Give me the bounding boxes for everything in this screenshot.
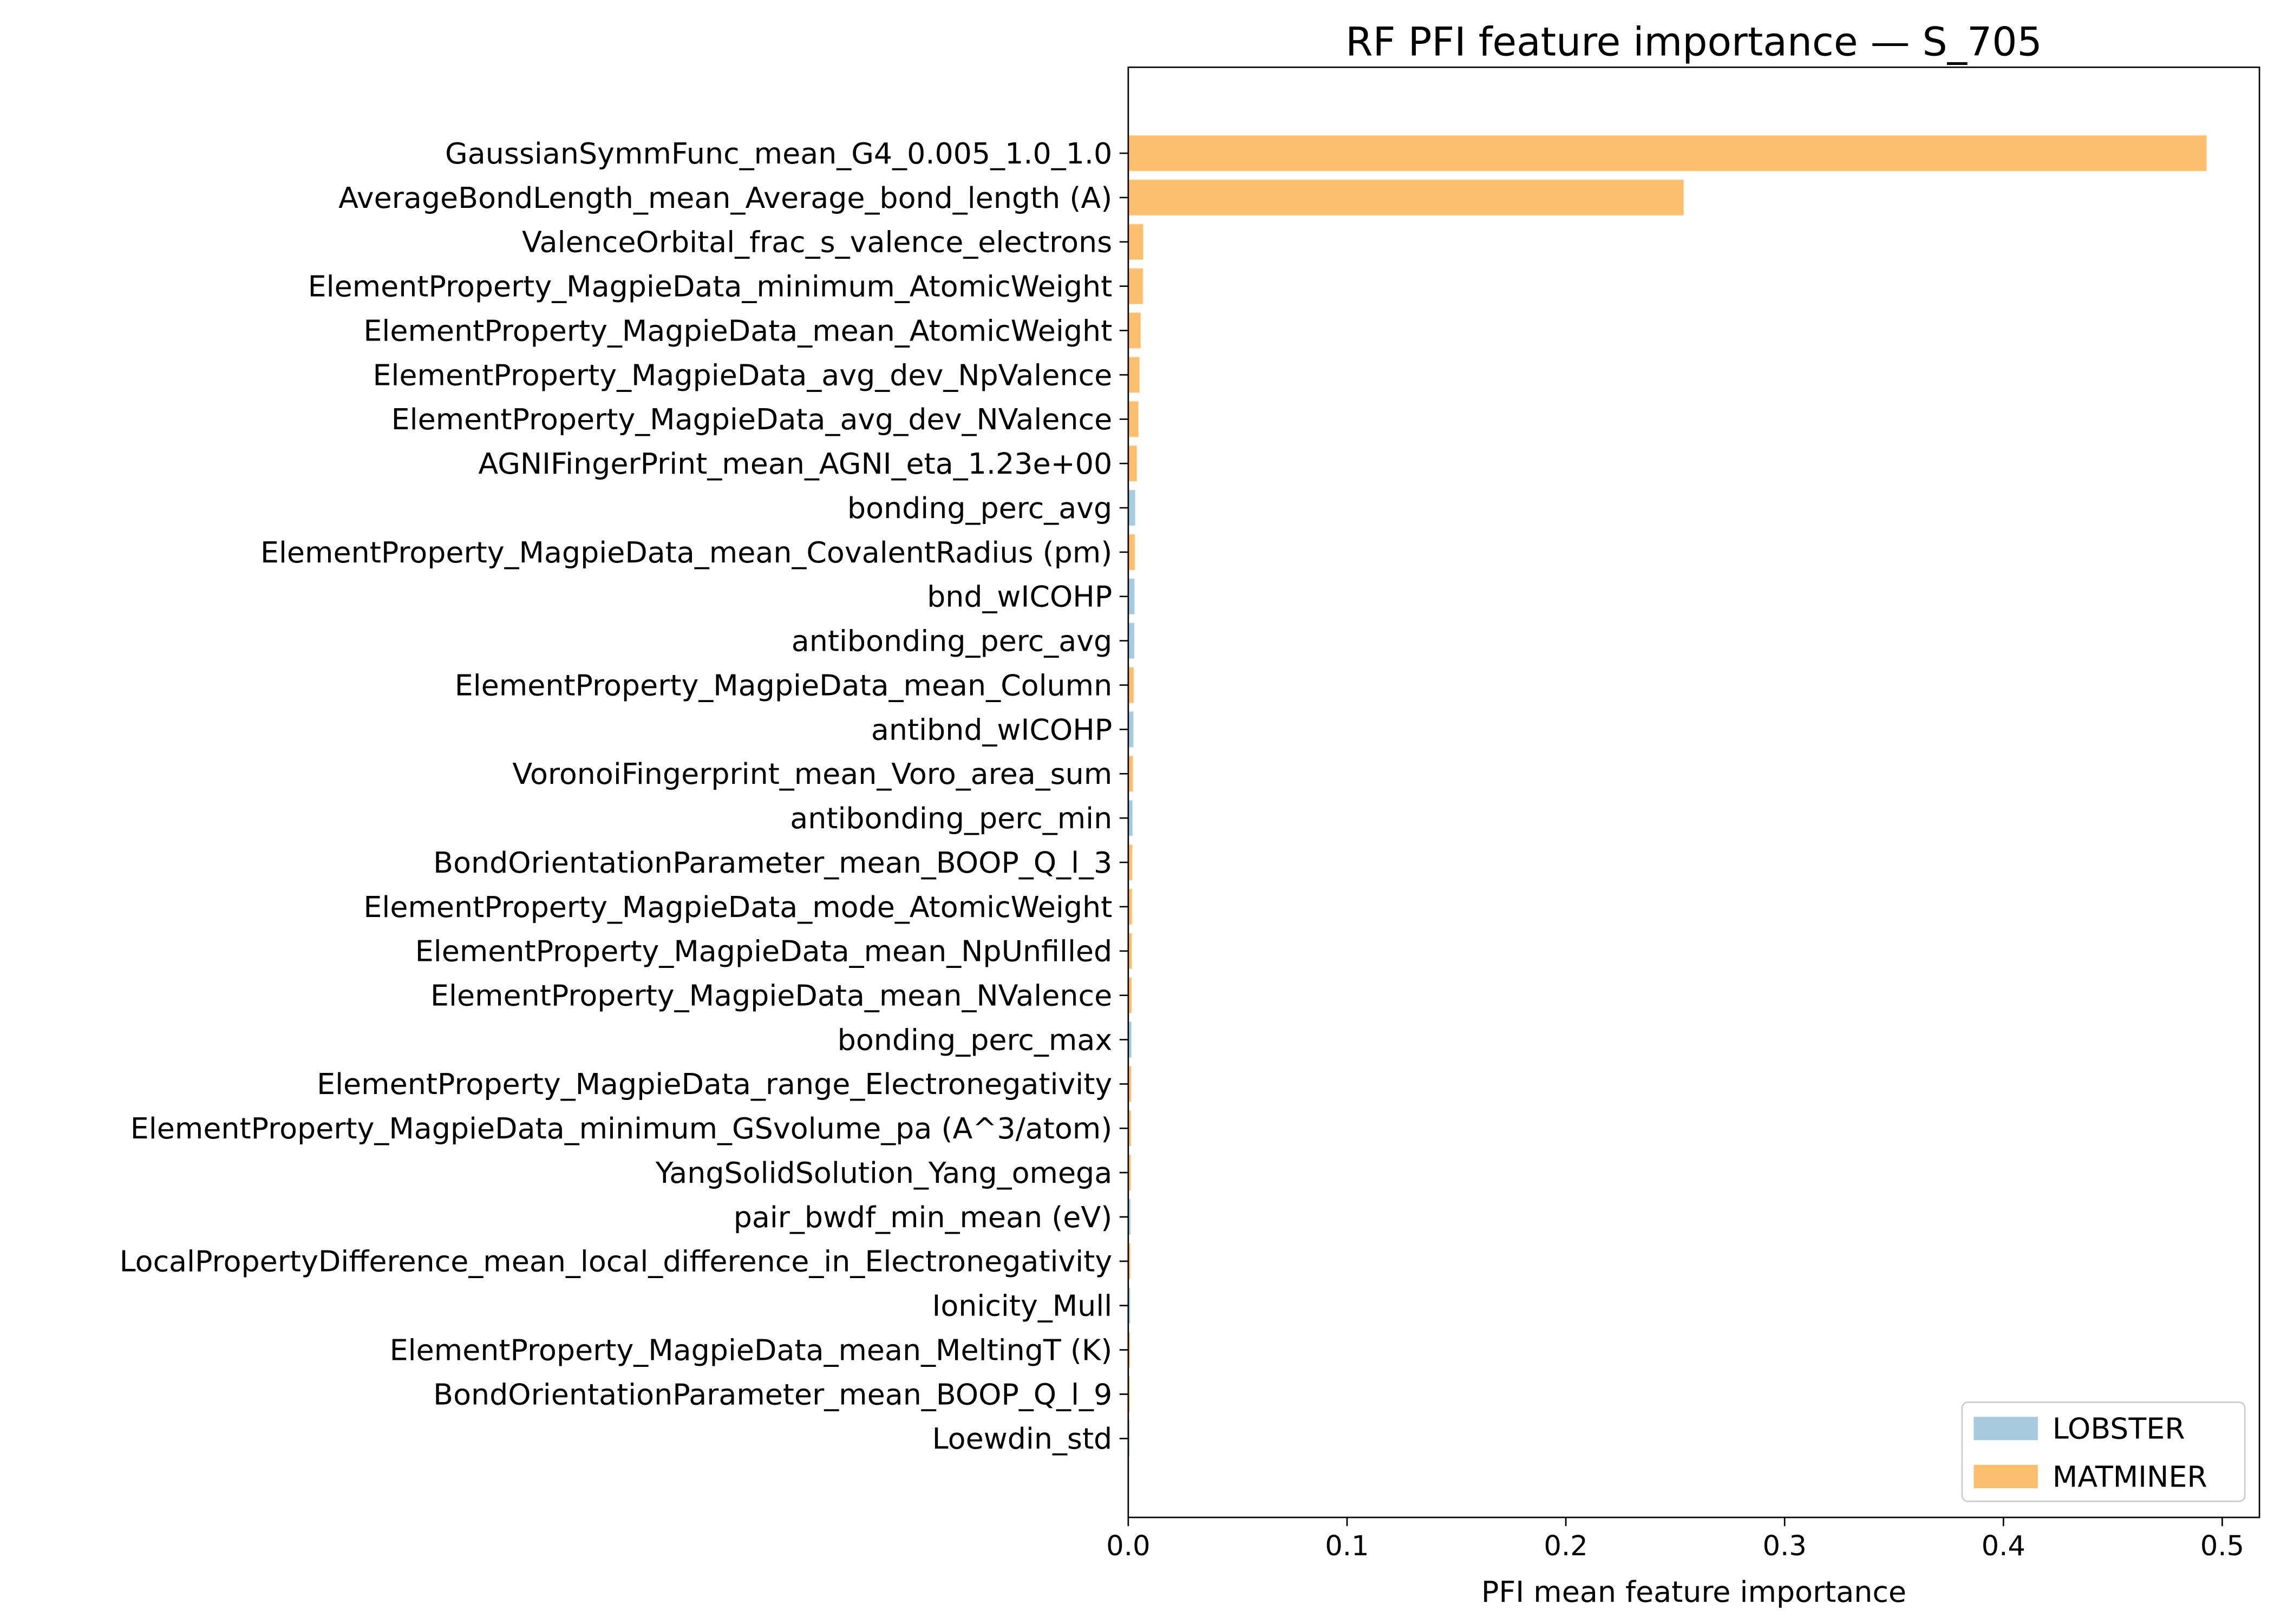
y-tick-label: ElementProperty_MagpieData_range_Electro… [317,1067,1112,1101]
x-tick-label: 0.1 [1325,1530,1369,1562]
x-tick-label: 0.5 [2200,1530,2244,1562]
y-tick-label: ElementProperty_MagpieData_avg_dev_NpVal… [373,358,1112,392]
y-tick-label: AGNIFingerPrint_mean_AGNI_eta_1.23e+00 [478,447,1112,481]
y-tick-label: pair_bwdf_min_mean (eV) [734,1200,1113,1234]
y-tick-label: LocalPropertyDifference_mean_local_diffe… [120,1245,1113,1279]
bar [1127,623,1135,659]
y-tick-label: ElementProperty_MagpieData_mean_MeltingT… [390,1333,1113,1367]
y-tick-label: antibnd_wICOHP [871,712,1112,746]
y-tick-label: BondOrientationParameter_mean_BOOP_Q_l_9 [433,1377,1112,1411]
y-tick-label: ElementProperty_MagpieData_mean_NValence [430,979,1112,1013]
bar [1127,268,1143,305]
bar [1127,357,1140,393]
bar [1127,312,1141,349]
y-tick-label: ElementProperty_MagpieData_minimum_GSvol… [130,1111,1112,1145]
plot-frame [1127,66,2260,1518]
chart-title: RF PFI feature importance — S_705 [1345,20,2042,66]
y-tick-label: GaussianSymmFunc_mean_G4_0.005_1.0_1.0 [445,136,1112,171]
bar [1127,534,1135,571]
legend-label: LOBSTER [2053,1412,2185,1446]
y-tick-label: ValenceOrbital_frac_s_valence_electrons [522,225,1112,259]
y-tick-label: ElementProperty_MagpieData_mean_Column [455,668,1113,702]
bar [1127,489,1136,526]
y-tick-label: antibonding_perc_min [790,801,1112,835]
y-tick-label: bnd_wICOHP [927,580,1112,614]
y-tick-label: AverageBondLength_mean_Average_bond_leng… [338,181,1112,215]
y-tick-label: ElementProperty_MagpieData_mean_NpUnfill… [415,934,1112,968]
bar [1127,401,1139,437]
bar [1127,135,2207,172]
x-tick-label: 0.4 [1982,1530,2025,1562]
y-tick-label: ElementProperty_MagpieData_minimum_Atomi… [308,270,1113,304]
y-tick-label: antibonding_perc_avg [792,624,1112,658]
y-tick-label: bonding_perc_max [838,1023,1113,1057]
y-tick-label: YangSolidSolution_Yang_omega [655,1156,1112,1190]
y-tick-label: ElementProperty_MagpieData_mode_AtomicWe… [363,890,1112,924]
x-tick-label: 0.3 [1762,1530,1806,1562]
y-tick-label: ElementProperty_MagpieData_avg_dev_NVale… [391,402,1113,436]
x-tick-label: 0.0 [1106,1530,1150,1562]
bar [1127,224,1143,260]
legend-swatch [1974,1417,2038,1440]
y-tick-label: ElementProperty_MagpieData_mean_Covalent… [260,535,1112,569]
legend-label: MATMINER [2053,1460,2207,1494]
bar [1127,445,1138,482]
y-tick-label: bonding_perc_avg [847,491,1112,525]
legend: LOBSTER MATMINER [1961,1402,2246,1502]
y-tick-label: Loewdin_std [932,1422,1113,1456]
y-tick-label: Ionicity_Mull [932,1289,1112,1323]
y-tick-label: VoronoiFingerprint_mean_Voro_area_sum [512,757,1112,791]
bar [1127,667,1134,703]
x-axis-label: PFI mean feature importance [1481,1575,1906,1609]
y-tick-label: ElementProperty_MagpieData_mean_AtomicWe… [363,313,1112,348]
bar [1127,578,1135,615]
y-tick-label: BondOrientationParameter_mean_BOOP_Q_l_3 [433,846,1112,880]
legend-swatch [1974,1465,2038,1489]
bar [1127,179,1684,216]
x-tick-label: 0.2 [1544,1530,1587,1562]
